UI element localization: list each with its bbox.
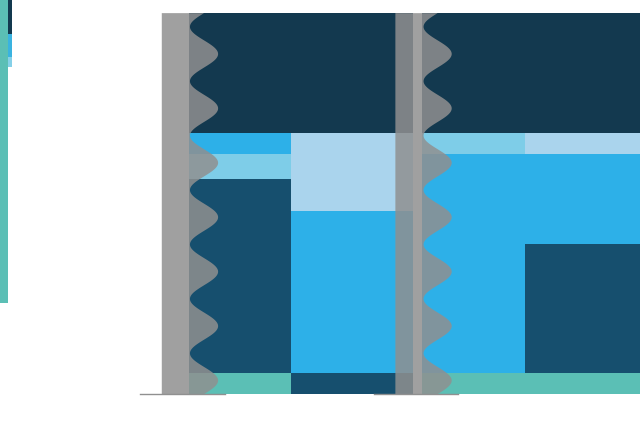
Bar [291,210,413,373]
Bar [422,154,525,373]
Bar [422,13,525,133]
Bar [291,373,413,394]
Bar [189,13,291,133]
Bar [422,373,525,394]
Bar [525,133,640,154]
Bar [291,13,413,133]
Bar [189,179,291,373]
Bar [525,154,640,244]
Bar [189,133,291,154]
Bar [189,154,291,179]
Bar [525,13,640,133]
Bar [8,0,12,34]
Bar [189,373,291,394]
Bar [0,0,8,303]
Bar [525,373,640,394]
Bar [8,34,12,57]
Bar [525,244,640,373]
Bar [8,57,12,67]
Bar [291,133,413,210]
Bar [422,133,525,154]
